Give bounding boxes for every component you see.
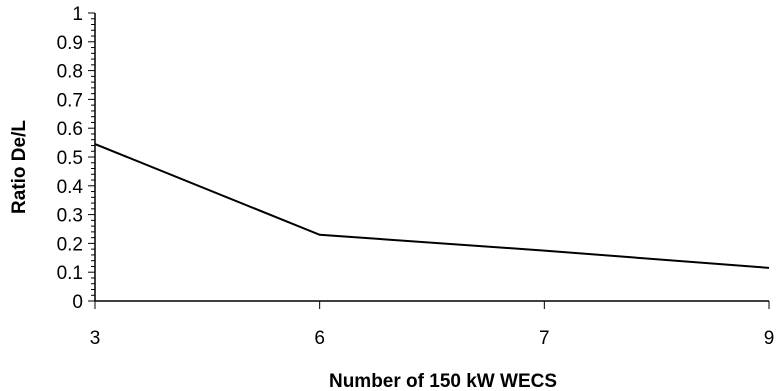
y-tick-label: 0.2: [57, 234, 83, 255]
y-tick-label: 0.8: [57, 62, 83, 83]
x-tick-group: 3 6 7 9: [90, 301, 775, 349]
y-tick-label: 0: [72, 292, 83, 313]
x-tick-label: 3: [90, 328, 101, 349]
y-tick-label: 0.5: [57, 148, 83, 169]
plot-area: [94, 143, 770, 269]
x-axis-title: Number of 150 kW WECS: [329, 371, 557, 391]
x-tick-label: 6: [314, 328, 325, 349]
y-axis-title: Ratio De/L: [9, 120, 30, 214]
y-tick-label: 0.1: [57, 263, 83, 284]
y-tick-label: 0.6: [57, 119, 83, 140]
x-tick-label: 9: [764, 328, 775, 349]
y-tick-group: 0 0.1 0.2 0.3 0.4 0.5 0.6 0.7 0.8 0.9 1: [57, 4, 95, 313]
x-tick-label: 7: [539, 328, 550, 349]
y-tick-label: 1: [72, 4, 83, 25]
y-tick-label: 0.7: [57, 90, 83, 111]
y-tick-label: 0.4: [57, 177, 84, 198]
y-tick-label: 0.9: [57, 33, 83, 54]
y-axis: 0 0.1 0.2 0.3 0.4 0.5 0.6 0.7 0.8 0.9 1: [57, 4, 96, 313]
x-axis: 3 6 7 9: [90, 300, 775, 349]
series-line: [94, 143, 770, 269]
y-tick-label: 0.3: [57, 206, 83, 227]
